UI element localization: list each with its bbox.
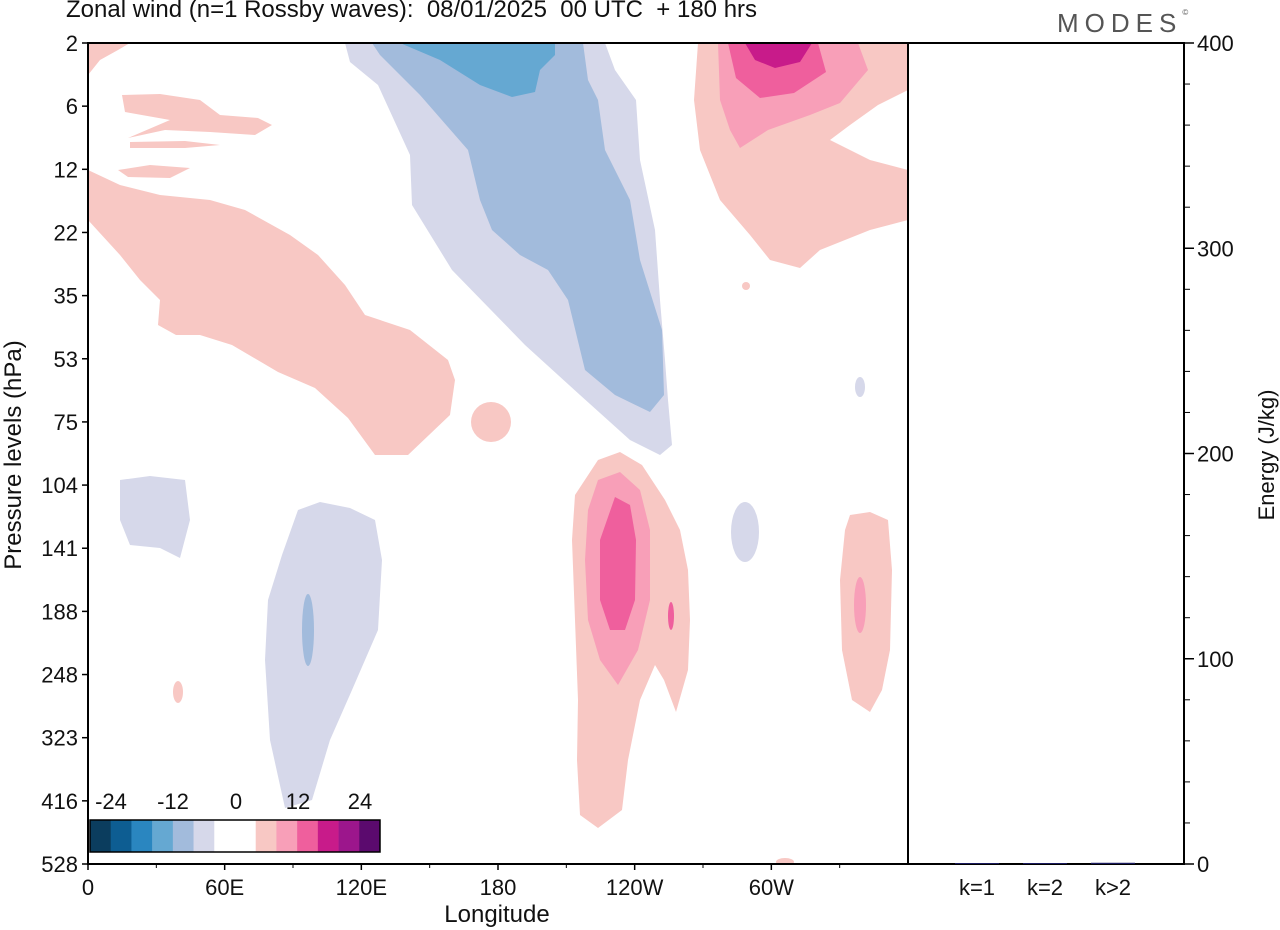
pressure-axis: 2 6 12 22 35 53 75 104 141 188 248 323 416 528 (41, 31, 88, 877)
pos-contour-streak-1 (122, 94, 272, 138)
energy-bar (1023, 863, 1067, 864)
colorbar-swatch (255, 820, 277, 852)
energy-tick-label: 400 (1197, 31, 1234, 56)
y-tick-label: 22 (54, 220, 78, 245)
colorbar-label: 0 (230, 789, 242, 814)
colorbar-swatch (90, 820, 112, 852)
x-axis-label: Longitude (444, 901, 549, 928)
colorbar-swatch (297, 820, 319, 852)
y-tick-label: 35 (54, 284, 78, 309)
colorbar-swatch (152, 820, 174, 852)
colorbar-swatch (276, 820, 298, 852)
x-tick-label: 120E (336, 875, 387, 900)
colorbar: -24 -12 0 12 24 (89, 789, 381, 853)
chart-title: Zonal wind (n=1 Rossby waves): 08/01/202… (66, 0, 758, 23)
zonal-wind-contours (88, 43, 908, 866)
modes-logo: MODES© (1057, 8, 1189, 38)
colorbar-swatch (338, 820, 360, 852)
neg-contour-lower-core (302, 594, 314, 666)
x-tick-label: 60E (205, 875, 244, 900)
x-tick-label: 180 (480, 875, 517, 900)
colorbar-frame (89, 819, 381, 853)
y-tick-label: 75 (54, 410, 78, 435)
neg-contour-60w (731, 502, 759, 562)
colorbar-label: 12 (286, 789, 310, 814)
pos-contour-tiny (173, 681, 183, 703)
pos-contour-lower-3 (600, 497, 636, 630)
colorbar-swatch (172, 820, 194, 852)
y-tick-label: 416 (41, 789, 78, 814)
energy-axis: 0 100 200 300 400 (1184, 31, 1234, 877)
colorbar-swatch (110, 820, 132, 852)
energy-panel-frame (907, 42, 1185, 865)
pos-contour-dot (742, 282, 750, 290)
colorbar-swatch (235, 820, 257, 852)
y-tick-label: 104 (41, 473, 78, 498)
energy-bars: k=1 k=2 k>2 (955, 862, 1135, 900)
colorbar-swatch (193, 820, 215, 852)
energy-tick-label: 0 (1197, 852, 1209, 877)
colorbar-swatch (214, 820, 236, 852)
colorbar-swatch (131, 820, 153, 852)
energy-bar (955, 863, 999, 864)
x-tick-label: 120W (606, 875, 664, 900)
energy-bar-label: k>2 (1095, 875, 1131, 900)
y-tick-label: 53 (54, 347, 78, 372)
pos-contour-top-left (88, 43, 130, 75)
pos-contour-streak-2 (130, 141, 220, 148)
y-tick-label: 6 (66, 94, 78, 119)
colorbar-label: -24 (95, 789, 127, 814)
energy-bar (1091, 862, 1135, 864)
neg-contour-lower (265, 502, 382, 808)
colorbar-label: 24 (348, 789, 372, 814)
colorbar-swatch (317, 820, 339, 852)
energy-bar-label: k=1 (959, 875, 995, 900)
energy-tick-label: 100 (1197, 647, 1234, 672)
neg-contour-3 (400, 43, 555, 97)
y-axis-label: Pressure levels (hPa) (0, 340, 27, 569)
y-tick-label: 188 (41, 599, 78, 624)
pos-contour-lower-small (668, 602, 674, 630)
energy-tick-label: 300 (1197, 236, 1234, 261)
pos-contour-band (88, 170, 455, 455)
pos-contour-upper-4 (745, 43, 812, 68)
neg-contour-small (855, 377, 865, 397)
energy-bar-label: k=2 (1027, 875, 1063, 900)
colorbar-swatch (359, 820, 381, 852)
y-tick-label: 141 (41, 536, 78, 561)
energy-tick-label: 200 (1197, 442, 1234, 467)
y-tick-label: 12 (54, 157, 78, 182)
x-tick-label: 0 (82, 875, 94, 900)
y-tick-label: 2 (66, 31, 78, 56)
colorbar-label: -12 (157, 789, 189, 814)
pos-contour-right-1 (840, 512, 892, 712)
y-tick-label: 323 (41, 726, 78, 751)
energy-axis-label: Energy (J/kg) (1254, 390, 1279, 521)
pos-contour-right-2 (854, 577, 866, 633)
y-tick-label: 528 (41, 852, 78, 877)
y-tick-label: 248 (41, 663, 78, 688)
pos-contour-blob (471, 402, 511, 442)
x-tick-label: 60W (749, 875, 794, 900)
pos-contour-streak-3 (118, 165, 190, 178)
neg-contour-2 (372, 43, 664, 412)
longitude-axis: 0 60E 120E 180 120W 60W (82, 864, 841, 900)
logo-text: MODES (1057, 8, 1183, 38)
neg-contour-lower-left (120, 476, 190, 558)
